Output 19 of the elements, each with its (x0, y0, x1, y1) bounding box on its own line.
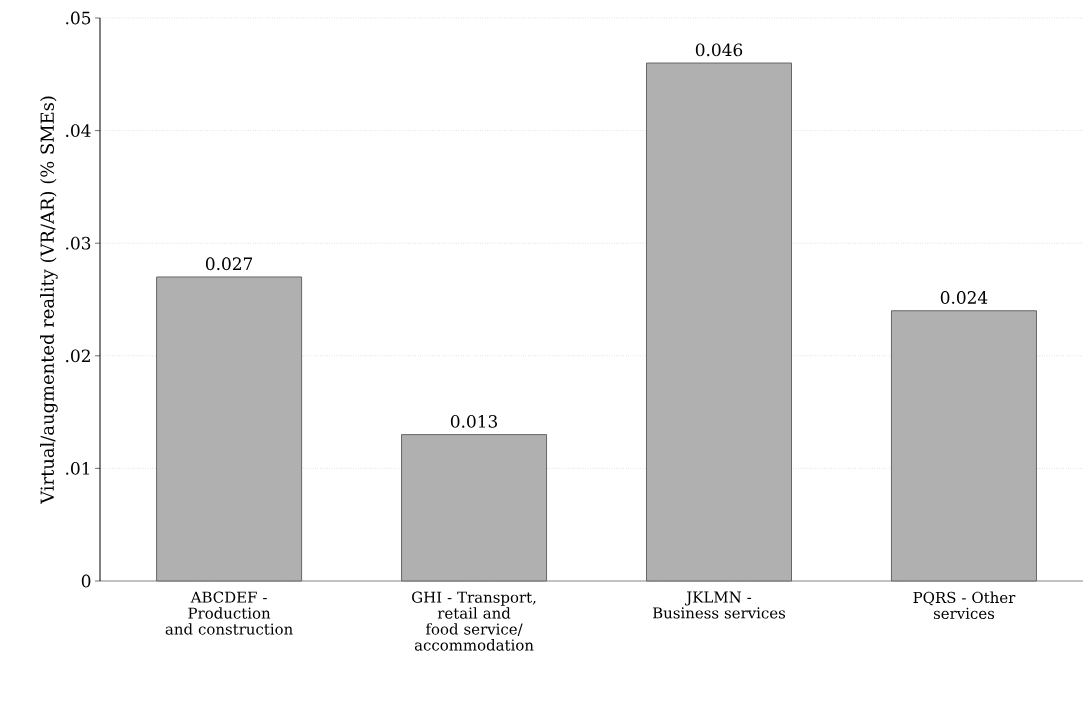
y-tick-label: .02 (66, 349, 90, 363)
data-label: 0.024 (940, 291, 988, 304)
bar (890, 310, 1037, 582)
x-tick-label: ABCDEF - Production and construction (165, 591, 293, 635)
bar (156, 276, 303, 582)
y-tick-label: 0 (81, 574, 91, 588)
y-axis-title: Virtual/augmented reality (VR/AR) (% SMEs) (40, 96, 58, 505)
x-tick-label: GHI - Transport, retail and food service/ accommodation (412, 591, 536, 651)
y-tick-label: .04 (66, 124, 91, 137)
y-tick-label: .05 (66, 11, 91, 25)
bar (401, 434, 548, 582)
x-tick-label: PQRS - Other services (913, 591, 1016, 620)
data-label: 0.046 (695, 43, 743, 57)
data-label: 0.013 (450, 414, 498, 428)
y-tick-label: .03 (66, 236, 91, 250)
bar (646, 62, 793, 582)
y-tick-label: .01 (66, 461, 90, 475)
data-label: 0.027 (205, 257, 253, 271)
x-tick-label: JKLMN - Business services (653, 591, 786, 619)
